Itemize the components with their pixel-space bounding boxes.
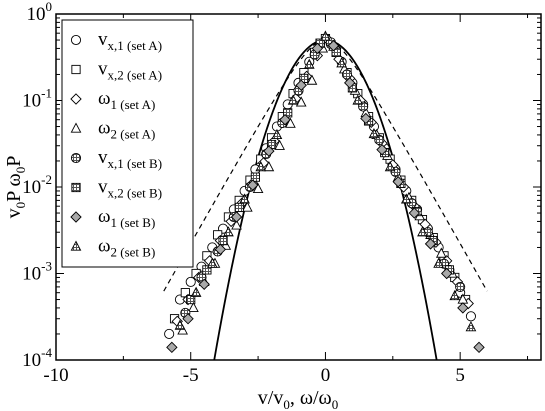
legend: vx,1 (set A) vx,2 (set A) ω1 (set A) ω2 (se…: [61, 19, 194, 268]
data-point-triangle: [188, 301, 199, 313]
data-point-square-hatched: [218, 236, 228, 246]
data-point-diamond-gray: [295, 79, 307, 91]
legend-entry-text: ω1 (set B): [98, 206, 155, 230]
data-point-circle: [465, 311, 476, 322]
x-axis-label: v/v0, ω/ω0: [258, 387, 338, 411]
data-point-triangle-hatched: [336, 57, 347, 68]
data-point-diamond-gray: [279, 113, 291, 126]
data-point-triangle-hatched: [174, 319, 186, 330]
y-tick-label: 100: [27, 0, 53, 25]
data-point-triangle-hatched: [239, 193, 250, 204]
data-point-triangle-hatched: [287, 94, 299, 105]
x-tick-label: -5: [183, 365, 199, 386]
data-point-diamond-gray: [311, 42, 324, 55]
data-point-triangle-hatched: [465, 321, 477, 332]
legend-entry-text: vx,2 (set B): [98, 177, 162, 201]
data-point-diamond-gray: [424, 238, 437, 250]
data-point-circle-hatched: [341, 69, 353, 80]
data-point-diamond-gray: [343, 77, 356, 89]
data-point-diamond-gray: [376, 143, 388, 156]
legend-symbol-circle-hatched: [70, 152, 82, 164]
data-point-diamond-gray: [263, 145, 275, 157]
y-tick-label: 10-4: [22, 345, 52, 371]
data-point-triangle: [435, 247, 447, 258]
y-tick-label: 10-1: [22, 86, 52, 112]
legend-entry-text: ω2 (set B): [98, 236, 155, 260]
y-tick-label: 10-3: [22, 259, 52, 285]
data-point-circle: [185, 276, 196, 287]
x-tick-label: -10: [43, 365, 68, 386]
data-point-triangle-hatched: [206, 257, 218, 268]
data-point-triangle: [241, 201, 253, 212]
data-point-diamond-gray: [392, 176, 404, 188]
data-point-triangle-hatched: [400, 193, 412, 204]
legend-entry-text: vx,1 (set A): [98, 29, 162, 53]
data-point-diamond-gray: [440, 267, 453, 280]
legend-entry-text: vx,2 (set A): [98, 59, 162, 83]
data-point-triangle: [263, 161, 275, 172]
legend-symbol-square: [71, 64, 81, 75]
legend-symbol-diamond: [70, 93, 82, 105]
data-point-triangle-hatched: [433, 257, 444, 268]
data-point-triangle-hatched: [255, 161, 267, 172]
legend-symbol-circle: [70, 34, 82, 46]
data-point-square-hatched: [186, 294, 196, 305]
legend-symbol-triangle: [70, 122, 82, 133]
data-point-triangle-hatched: [271, 128, 283, 140]
legend-symbol-square-hatched: [71, 182, 81, 193]
data-point-diamond-gray: [214, 243, 227, 256]
data-point-diamond-gray: [182, 313, 194, 325]
y-axis-label: v0P ω0P: [3, 156, 28, 219]
data-point-circle: [164, 328, 175, 340]
legend-entry-text: ω1 (set A): [98, 88, 155, 112]
data-point-diamond-gray: [360, 112, 372, 125]
y-tick-label: 10-2: [22, 172, 52, 198]
data-point-triangle: [295, 96, 307, 107]
legend-symbol-diamond-gray: [70, 211, 82, 223]
data-point-square-hatched: [250, 172, 260, 182]
data-point-triangle-hatched: [190, 286, 202, 297]
legend-box: [61, 19, 194, 268]
data-point-square-hatched: [234, 202, 244, 213]
data-point-diamond-gray: [457, 302, 469, 314]
data-point-triangle-hatched: [352, 94, 364, 105]
data-point-triangle-hatched: [320, 30, 331, 41]
data-point-triangle-hatched: [303, 58, 315, 69]
data-point-triangle: [274, 139, 285, 150]
data-point-diamond-gray: [473, 341, 485, 354]
legend-symbol-triangle-hatched: [70, 240, 82, 251]
data-point-diamond-gray: [246, 179, 259, 191]
data-point-diamond-gray: [408, 207, 421, 219]
data-point-triangle-hatched: [223, 226, 234, 237]
data-point-triangle-hatched: [384, 161, 396, 172]
data-points: [164, 30, 485, 354]
data-point-triangle: [285, 117, 296, 128]
data-point-triangle: [306, 74, 318, 85]
data-point-diamond-gray: [327, 40, 340, 52]
legend-entry-text: ω2 (set A): [98, 118, 155, 142]
data-point-triangle-hatched: [449, 289, 461, 301]
data-point-square-hatched: [202, 265, 212, 275]
data-point-diamond-gray: [198, 278, 210, 291]
data-point-circle-hatched: [455, 281, 466, 292]
data-point-diamond-gray: [166, 341, 178, 354]
data-point-diamond-gray: [230, 211, 243, 223]
legend-entry-text: vx,1 (set B): [98, 147, 162, 171]
fit-curves: [163, 39, 488, 360]
x-tick-label: 5: [455, 365, 465, 386]
data-point-triangle-hatched: [417, 226, 428, 237]
axis-ticks: -10 -5 0 5 100 10-1 10-2 10-3 10-4: [22, 0, 541, 386]
data-point-triangle: [231, 219, 242, 230]
x-tick-label: 0: [321, 365, 331, 386]
data-point-triangle: [252, 182, 264, 194]
data-point-triangle-hatched: [368, 127, 380, 139]
